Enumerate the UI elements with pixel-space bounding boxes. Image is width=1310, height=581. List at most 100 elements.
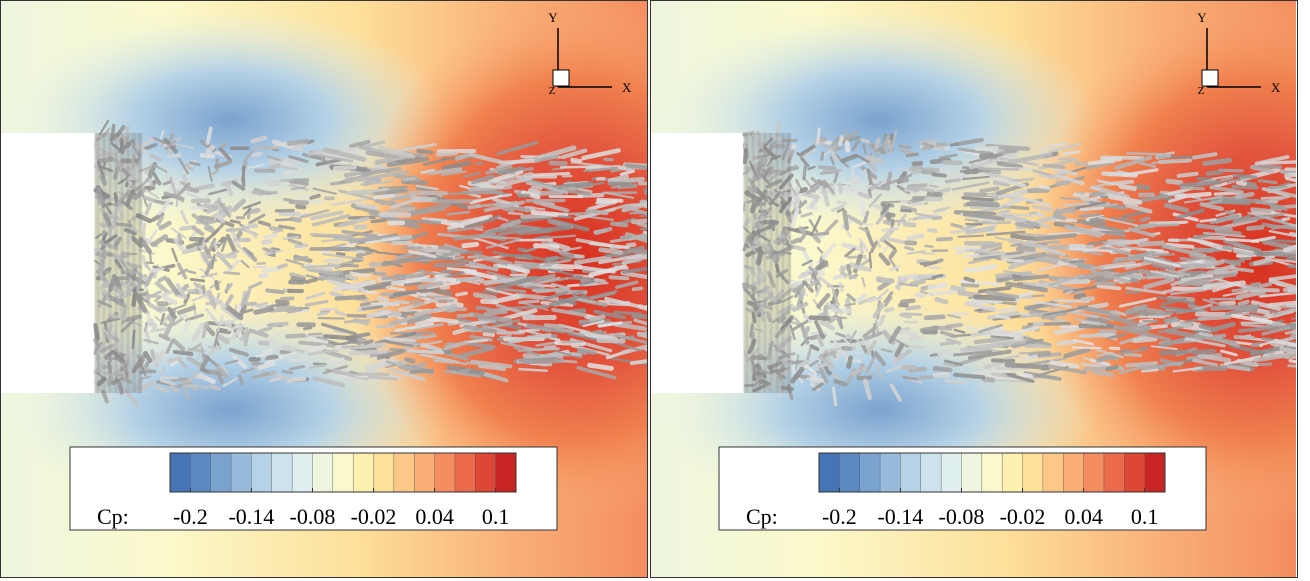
vortex: [883, 291, 894, 304]
vortex: [964, 266, 986, 273]
vortex: [407, 322, 444, 332]
vortex: [551, 167, 564, 171]
vortex: [489, 169, 524, 183]
vortex: [1031, 294, 1045, 298]
vortex: [482, 264, 499, 272]
vortex: [814, 231, 830, 236]
vortex: [1301, 311, 1310, 312]
vortex: [858, 237, 869, 253]
vortex: [201, 321, 209, 339]
vortex: [146, 189, 160, 200]
vortex: [972, 368, 1009, 375]
vortex: [190, 383, 209, 389]
vortex: [1013, 274, 1050, 282]
vortex: [981, 171, 1021, 182]
vortex: [1162, 288, 1175, 294]
vortex: [1151, 263, 1176, 272]
vortex: [348, 139, 371, 149]
vortex: [1232, 214, 1267, 224]
vortex: [194, 183, 215, 192]
vortex: [815, 260, 829, 271]
vortex: [281, 369, 294, 375]
vortex: [211, 168, 220, 176]
vortex: [1259, 340, 1274, 347]
vortex: [593, 309, 626, 320]
vortex: [224, 359, 239, 365]
vortex: [561, 148, 588, 160]
vortex: [1108, 314, 1152, 331]
vortex: [907, 344, 925, 350]
vortex: [981, 326, 1024, 339]
vortex: [1072, 338, 1095, 346]
vortex: [1014, 221, 1035, 230]
vortex: [816, 293, 831, 309]
vortex: [381, 272, 425, 281]
vortex: [807, 278, 821, 289]
vortex: [1198, 331, 1213, 338]
vortex: [200, 272, 218, 279]
vortex: [1196, 176, 1213, 181]
vortex: [1095, 348, 1124, 359]
colorbar-level: [312, 452, 334, 493]
vortex: [949, 142, 959, 147]
vortex: [453, 232, 496, 241]
vortex: [308, 268, 340, 276]
vortex: [1273, 308, 1296, 318]
vortex: [962, 212, 1005, 221]
vortex: [203, 225, 216, 234]
vortex: [319, 307, 338, 311]
vortex: [293, 255, 309, 262]
vortex: [896, 348, 913, 361]
vortex: [543, 323, 567, 329]
vortex: [1060, 197, 1082, 201]
vortex: [483, 308, 508, 317]
vortex: [1061, 258, 1098, 270]
vortex: [1238, 325, 1280, 333]
vortex: [1299, 201, 1306, 202]
vortex: [1245, 313, 1267, 319]
vortex: [798, 225, 807, 235]
vortex: [888, 248, 898, 259]
vortex: [287, 238, 303, 246]
vortex: [1261, 186, 1296, 199]
vortex: [228, 347, 249, 357]
vortex: [108, 273, 117, 292]
vortex: [1210, 304, 1256, 311]
vortex: [206, 237, 217, 255]
vortex: [882, 245, 889, 254]
vortex: [576, 297, 597, 304]
vortex: [808, 315, 831, 321]
vortex: [1017, 195, 1052, 208]
vortex: [969, 199, 999, 206]
vortex: [322, 252, 364, 261]
vortex: [1075, 201, 1106, 210]
vortex: [485, 287, 520, 298]
vortex: [798, 190, 821, 200]
vortex: [1040, 252, 1060, 259]
vortex: [797, 272, 809, 279]
vortex: [441, 160, 472, 171]
vortex: [225, 233, 237, 253]
vortex: [1202, 231, 1246, 238]
vortex: [944, 378, 966, 385]
colorbar-tick-label: -0.2: [173, 504, 208, 529]
vortex: [435, 151, 458, 157]
vortex: [267, 155, 282, 162]
vortex: [923, 314, 946, 321]
vortex: [607, 181, 634, 187]
vortex: [960, 282, 980, 288]
vortex: [1007, 238, 1051, 251]
vortex: [179, 224, 197, 231]
vortex: [996, 160, 1024, 170]
vortex: [985, 230, 1026, 237]
vortex: [159, 130, 165, 140]
vortex: [610, 185, 622, 189]
vortex: [531, 171, 571, 177]
vortex: [1069, 243, 1087, 249]
vortex: [549, 337, 561, 341]
vortex: [290, 146, 304, 152]
vortex: [184, 313, 204, 322]
vortex: [110, 123, 116, 141]
vortex: [462, 215, 502, 230]
